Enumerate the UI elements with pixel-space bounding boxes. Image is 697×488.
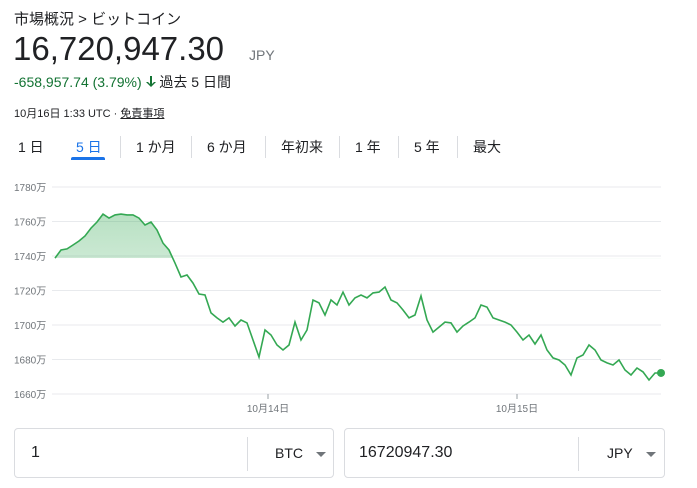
last-point <box>657 368 665 377</box>
currency: JPY <box>249 47 275 63</box>
tab-underline <box>71 157 105 160</box>
y-tick-label: 1700万 <box>14 321 46 332</box>
change: -658,957.74 (3.79%) <box>14 74 142 90</box>
tab-separator <box>457 136 458 158</box>
timestamp-line: 10月16日 1:33 UTC · 免責事項 <box>14 108 165 120</box>
disclaimer[interactable]: 免責事項 <box>120 108 165 120</box>
tab-separator <box>120 136 121 158</box>
y-tick-label: 1740万 <box>14 252 46 263</box>
to-amount[interactable]: 16720947.30 <box>359 444 453 461</box>
tab[interactable]: 5 日 <box>76 139 102 155</box>
tab[interactable]: 6 か月 <box>207 139 247 155</box>
tab[interactable]: 最大 <box>473 139 501 155</box>
breadcrumb[interactable]: 市場概況 > ビットコイン <box>14 11 182 28</box>
tab[interactable]: 年初来 <box>281 139 323 155</box>
to-currency[interactable]: JPY <box>607 445 633 461</box>
from-box[interactable]: 1 BTC <box>14 428 334 478</box>
line <box>54 213 661 382</box>
tab-separator <box>398 136 399 158</box>
area <box>55 214 173 259</box>
price: 16,720,947.30 <box>13 30 225 67</box>
y-tick-label: 1680万 <box>14 356 46 367</box>
divider <box>578 437 579 471</box>
x-tick-label: 10月14日 <box>247 403 289 415</box>
tab-separator <box>265 136 266 158</box>
price-change: -658,957.74 (3.79%) 過去 5 日間 <box>14 72 231 92</box>
y-tick-label: 1780万 <box>14 183 46 194</box>
from-currency[interactable]: BTC <box>275 445 303 461</box>
x-tick-label: 10月15日 <box>496 403 538 415</box>
chart: 1660万 1680万 1700万 1720万 1740万 1760万 1780万 10月14… <box>14 183 665 415</box>
y-tick-label: 1660万 <box>14 390 46 401</box>
caret <box>646 452 656 457</box>
down-arrow <box>145 76 156 87</box>
change-period: 過去 5 日間 <box>159 74 231 90</box>
tab-separator <box>339 136 340 158</box>
tab[interactable]: 5 年 <box>414 139 440 155</box>
timestamp: 10月16日 1:33 UTC <box>14 108 111 120</box>
tab-separator <box>191 136 192 158</box>
divider <box>247 437 248 471</box>
tab[interactable]: 1 日 <box>18 139 44 155</box>
to-box[interactable]: 16720947.30 JPY <box>344 428 665 478</box>
y-tick-label: 1760万 <box>14 218 46 229</box>
from-amount[interactable]: 1 <box>31 444 40 461</box>
tab[interactable]: 1 か月 <box>136 139 176 155</box>
tab[interactable]: 1 年 <box>355 139 381 155</box>
caret <box>316 452 326 457</box>
y-tick-label: 1720万 <box>14 287 46 298</box>
